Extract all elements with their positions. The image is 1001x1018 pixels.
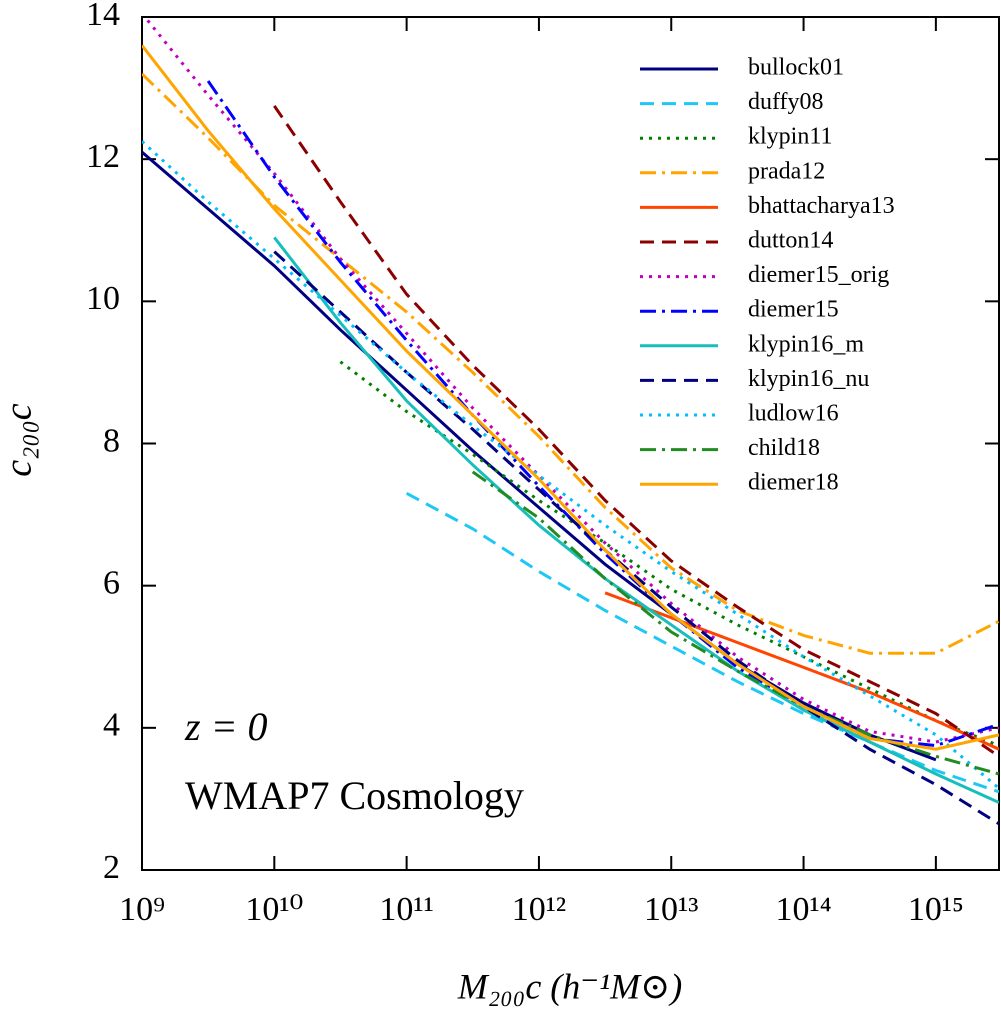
y-tick-label: 12 (86, 138, 120, 175)
series-line (405, 491, 999, 794)
legend-label: diemer15 (748, 297, 839, 323)
plot-lines (142, 17, 999, 826)
legend-label: ludlow16 (748, 401, 839, 427)
annotation: z = 0 (184, 704, 268, 749)
y-tick-label: 2 (103, 849, 120, 886)
y-tick-label: 14 (86, 0, 120, 33)
legend-label: diemer15_orig (748, 262, 889, 288)
legend-label: klypin11 (748, 124, 832, 150)
legend-label: duffy08 (748, 89, 824, 115)
legend-label: dutton14 (748, 228, 833, 254)
series-line (142, 44, 999, 751)
series-line (471, 470, 999, 776)
y-tick-label: 10 (86, 280, 120, 317)
legend-label: bullock01 (748, 55, 844, 81)
x-tick-label: 10¹⁵ (908, 891, 964, 928)
legend-label: klypin16_nu (748, 366, 869, 392)
x-tick-label: 10¹⁰ (245, 891, 303, 928)
legend-label: child18 (748, 435, 820, 461)
series-line (142, 72, 999, 655)
legend-label: diemer18 (748, 470, 839, 496)
series-line (142, 150, 937, 762)
legend-label: prada12 (748, 158, 825, 184)
x-tick-label: 10¹¹ (379, 891, 433, 928)
series-line (339, 360, 999, 747)
series-line (142, 17, 999, 744)
y-tick-label: 8 (103, 422, 120, 459)
x-tick-label: 10¹³ (644, 891, 698, 928)
series-line (604, 591, 999, 751)
legend-label: klypin16_m (748, 331, 864, 357)
series-line (142, 140, 999, 790)
annotation: WMAP7 Cosmology (185, 773, 524, 818)
x-axis-label: M₂₀₀c (h⁻¹M⊙) (457, 966, 682, 1006)
x-tick-label: 10⁹ (119, 891, 165, 928)
y-tick-label: 6 (103, 564, 120, 601)
y-tick-label: 4 (103, 707, 120, 744)
series-line (273, 105, 999, 758)
legend-label: bhattacharya13 (748, 193, 895, 219)
y-axis-label: c₂₀₀c (0, 403, 40, 476)
x-tick-label: 10¹² (512, 891, 566, 928)
series-line (273, 250, 999, 826)
x-tick-label: 10¹⁴ (776, 891, 832, 928)
series-line (273, 236, 999, 804)
